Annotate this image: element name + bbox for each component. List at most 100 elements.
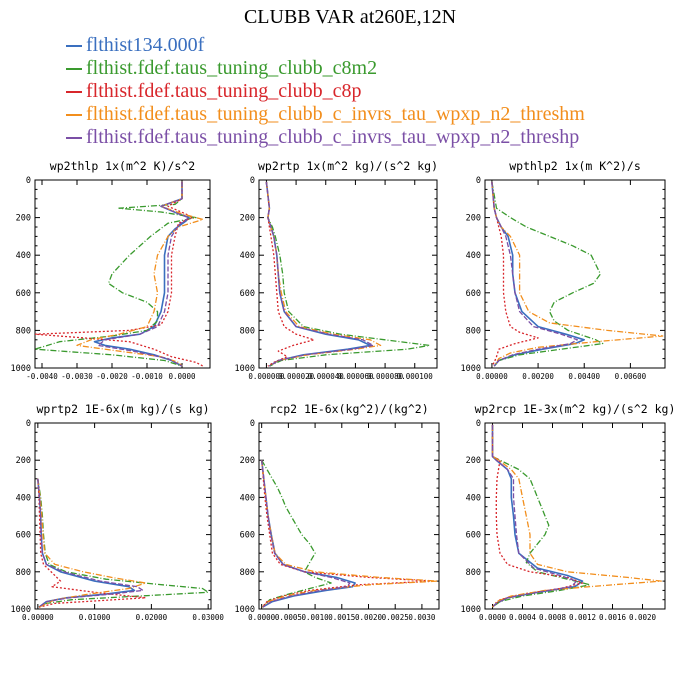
x-tick-label: -0.0020: [96, 372, 128, 381]
y-tick-label: 0: [250, 419, 255, 429]
chart-panel: wpthlp2 1x(m K^2)/s020040060080010000.00…: [461, 159, 666, 381]
x-tick-label: 0.01000: [79, 613, 111, 622]
series-line: [491, 424, 591, 608]
series-line: [97, 181, 190, 367]
y-tick-label: 400: [240, 251, 255, 261]
x-tick-label: 0.0008: [539, 613, 567, 622]
legend-item: flthist.fdef.taus_tuning_clubb_c8m2: [66, 57, 585, 80]
series-line: [261, 460, 434, 608]
y-tick-label: 800: [240, 568, 255, 578]
series-line: [491, 181, 578, 367]
x-tick-label: 0.0000: [479, 613, 507, 622]
x-tick-label: 0.0020: [629, 613, 657, 622]
legend-item: flthist134.000f: [66, 34, 585, 57]
legend-swatch: [66, 136, 82, 139]
y-tick-label: 400: [466, 251, 481, 261]
x-tick-label: 0.0020: [355, 613, 383, 622]
y-tick-label: 1000: [461, 364, 481, 374]
y-tick-label: 1000: [235, 605, 255, 615]
x-tick-label: 0.02000: [136, 613, 168, 622]
panel-title: wprtp2 1E-6x(m kg)/(s kg): [36, 402, 209, 416]
series-line: [491, 424, 662, 608]
panel-title: rcp2 1E-6x(kg^2)/(kg^2): [269, 402, 428, 416]
y-tick-label: 600: [16, 531, 31, 541]
x-tick-label: 0.0005: [275, 613, 302, 622]
legend-label: flthist.fdef.taus_tuning_clubb_c_invrs_t…: [86, 126, 580, 148]
y-tick-label: 400: [240, 493, 255, 503]
series-line: [35, 181, 197, 367]
legend-item: flthist.fdef.taus_tuning_clubb_c_invrs_t…: [66, 126, 585, 149]
x-tick-label: 0.00000: [476, 372, 508, 381]
series-line: [265, 181, 382, 367]
series-line: [491, 181, 664, 367]
x-tick-label: 0.03000: [192, 613, 224, 622]
y-tick-label: 1000: [461, 605, 481, 615]
plot-frame: [258, 179, 438, 369]
chart-panel: wp2rtp 1x(m^2 kg)/(s^2 kg)0 200 400 600 800 1…: [235, 159, 438, 381]
legend-swatch: [66, 90, 82, 93]
y-tick-label: 600: [240, 289, 255, 299]
panel-title: wp2rtp 1x(m^2 kg)/(s^2 kg): [258, 159, 438, 173]
y-tick-label: 800: [16, 568, 31, 578]
series-group: [37, 478, 209, 608]
y-tick-label: 200: [16, 214, 31, 224]
series-line: [491, 181, 604, 367]
series-line: [37, 478, 136, 608]
y-tick-label: 200: [16, 456, 31, 466]
y-tick-label: 600: [240, 531, 255, 541]
y-tick-label: 0: [476, 419, 481, 429]
series-line: [37, 478, 147, 608]
legend-swatch: [66, 67, 82, 70]
series-line: [260, 460, 356, 608]
x-tick-label: 0.0025: [382, 613, 409, 622]
series-group: [35, 181, 204, 367]
y-tick-label: 200: [466, 214, 481, 224]
y-tick-label: 400: [466, 493, 481, 503]
legend: flthist134.000f flthist.fdef.taus_tuning…: [66, 34, 585, 149]
series-line: [261, 460, 351, 608]
x-tick-label: 0.0016: [599, 613, 627, 622]
y-tick-label: 600: [466, 531, 481, 541]
series-group: [491, 424, 662, 608]
y-tick-label: 1000: [11, 364, 31, 374]
y-tick-label: 800: [466, 568, 481, 578]
chart-panel: wprtp2 1E-6x(m kg)/(s kg) 0 200 400 600 800 10…: [11, 402, 225, 622]
legend-item: flthist.fdef.taus_tuning_clubb_c_invrs_t…: [66, 103, 585, 126]
x-tick-label: 0.0012: [569, 613, 596, 622]
chart-panel: wp2thlp 1x(m^2 K)/s^202004006008001000-0…: [11, 159, 211, 381]
x-tick-label: 0.00000: [22, 613, 54, 622]
x-tick-label: -0.0010: [131, 372, 163, 381]
series-line: [491, 424, 584, 608]
series-line: [37, 478, 144, 608]
y-tick-label: 200: [240, 214, 255, 224]
series-line: [35, 181, 204, 367]
series-group: [260, 459, 439, 608]
y-tick-label: 200: [466, 456, 481, 466]
series-line: [491, 424, 584, 608]
series-line: [37, 478, 209, 608]
x-tick-label: -0.0030: [61, 372, 93, 381]
panel-title: wp2thlp 1x(m^2 K)/s^2: [50, 159, 195, 173]
series-group: [265, 181, 431, 367]
legend-label: flthist.fdef.taus_tuning_clubb_c8m2: [86, 57, 378, 79]
panel-title: wpthlp2 1x(m K^2)/s: [509, 159, 641, 173]
y-tick-label: 1000: [11, 605, 31, 615]
series-line: [265, 181, 431, 367]
y-tick-label: 0: [476, 176, 481, 186]
x-tick-label: 0.000100: [397, 372, 434, 381]
x-tick-label: 0.0010: [302, 613, 330, 622]
x-tick-label: 0.000000: [248, 372, 285, 381]
x-tick-label: 0.0030: [408, 613, 436, 622]
series-line: [37, 478, 147, 608]
x-tick-label: 0.000040: [308, 372, 345, 381]
y-tick-label: 400: [16, 251, 31, 261]
legend-swatch: [66, 44, 82, 47]
x-tick-label: 0.00400: [568, 372, 600, 381]
x-tick-label: 0.0015: [328, 613, 355, 622]
legend-label: flthist.fdef.taus_tuning_clubb_c8p: [86, 80, 362, 102]
y-tick-label: 0: [250, 176, 255, 186]
series-line: [265, 181, 315, 367]
series-line: [491, 181, 539, 367]
page-title: CLUBB VAR at260E,12N: [243, 6, 457, 28]
y-tick-label: 400: [16, 493, 31, 503]
